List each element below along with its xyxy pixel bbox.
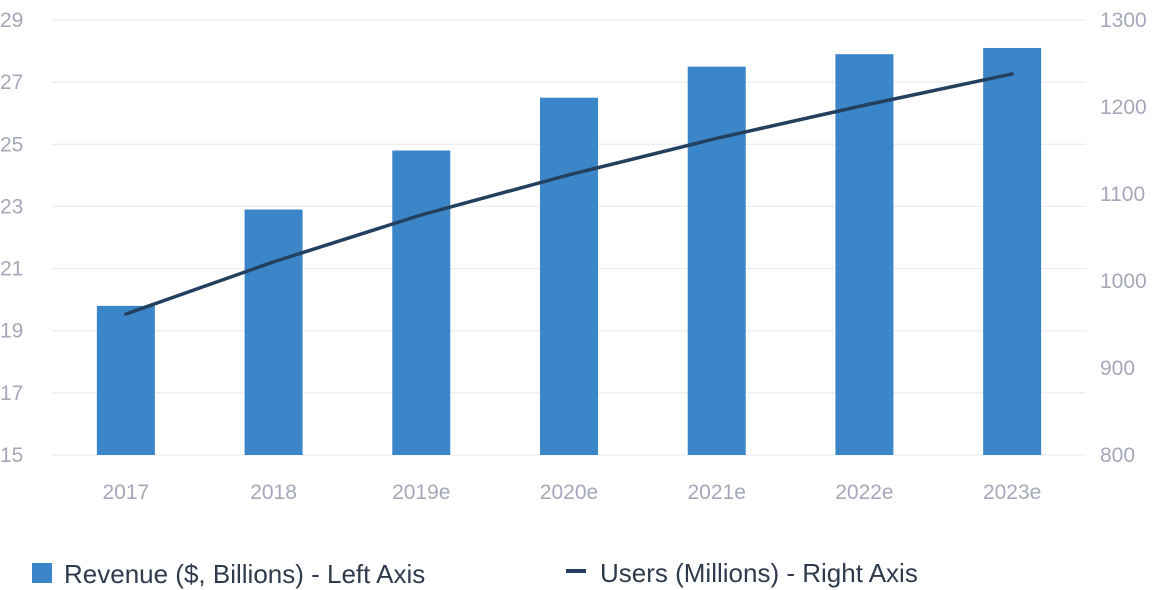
left-axis-tick-label: 25 (0, 133, 23, 156)
left-axis-tick-label: 23 (0, 195, 23, 218)
right-axis-tick-label: 1200 (1100, 96, 1147, 119)
left-axis-tick-label: 21 (0, 258, 23, 281)
legend-users-label: Users (Millions) - Right Axis (600, 558, 918, 588)
right-axis-tick-label: 1300 (1100, 9, 1147, 32)
x-axis-tick-label: 2019e (392, 481, 450, 504)
legend-users-swatch (566, 569, 586, 573)
legend: Revenue ($, Billions) - Left Axis Users … (32, 558, 918, 589)
x-axis-tick-label: 2022e (835, 481, 893, 504)
revenue-bars (96, 47, 1042, 456)
x-axis-tick-label: 2023e (983, 481, 1041, 504)
left-axis-tick-label: 27 (0, 71, 23, 94)
right-axis-tick-label: 1000 (1100, 270, 1147, 293)
left-axis: 15 17 19 21 23 25 27 29 (0, 9, 23, 467)
revenue-bar (244, 209, 303, 455)
right-axis-tick-label: 1100 (1100, 183, 1145, 206)
left-axis-tick-label: 17 (0, 382, 23, 405)
left-axis-tick-label: 19 (0, 320, 23, 343)
x-axis: 2017 2018 2019e 2020e 2021e 2022e 2023e (102, 481, 1041, 504)
right-axis-tick-label: 800 (1100, 444, 1135, 467)
revenue-bar (687, 66, 746, 455)
revenue-bar (983, 47, 1042, 455)
legend-revenue-label: Revenue ($, Billions) - Left Axis (64, 559, 425, 589)
x-axis-tick-label: 2017 (102, 481, 149, 504)
users-line (124, 72, 1014, 316)
revenue-bar (835, 54, 894, 456)
right-axis-tick-label: 900 (1100, 357, 1135, 380)
revenue-bar (96, 305, 155, 455)
x-axis-tick-label: 2018 (250, 481, 297, 504)
legend-revenue-swatch (32, 563, 52, 583)
users-line-series (124, 72, 1014, 316)
x-axis-tick-label: 2020e (540, 481, 598, 504)
left-axis-tick-label: 15 (0, 444, 23, 467)
revenue-bar (392, 150, 451, 455)
right-axis: 800 900 1000 1100 1200 1300 (1100, 9, 1147, 467)
left-axis-tick-label: 29 (0, 9, 23, 32)
x-axis-tick-label: 2021e (688, 481, 746, 504)
revenue-bar (540, 97, 598, 455)
